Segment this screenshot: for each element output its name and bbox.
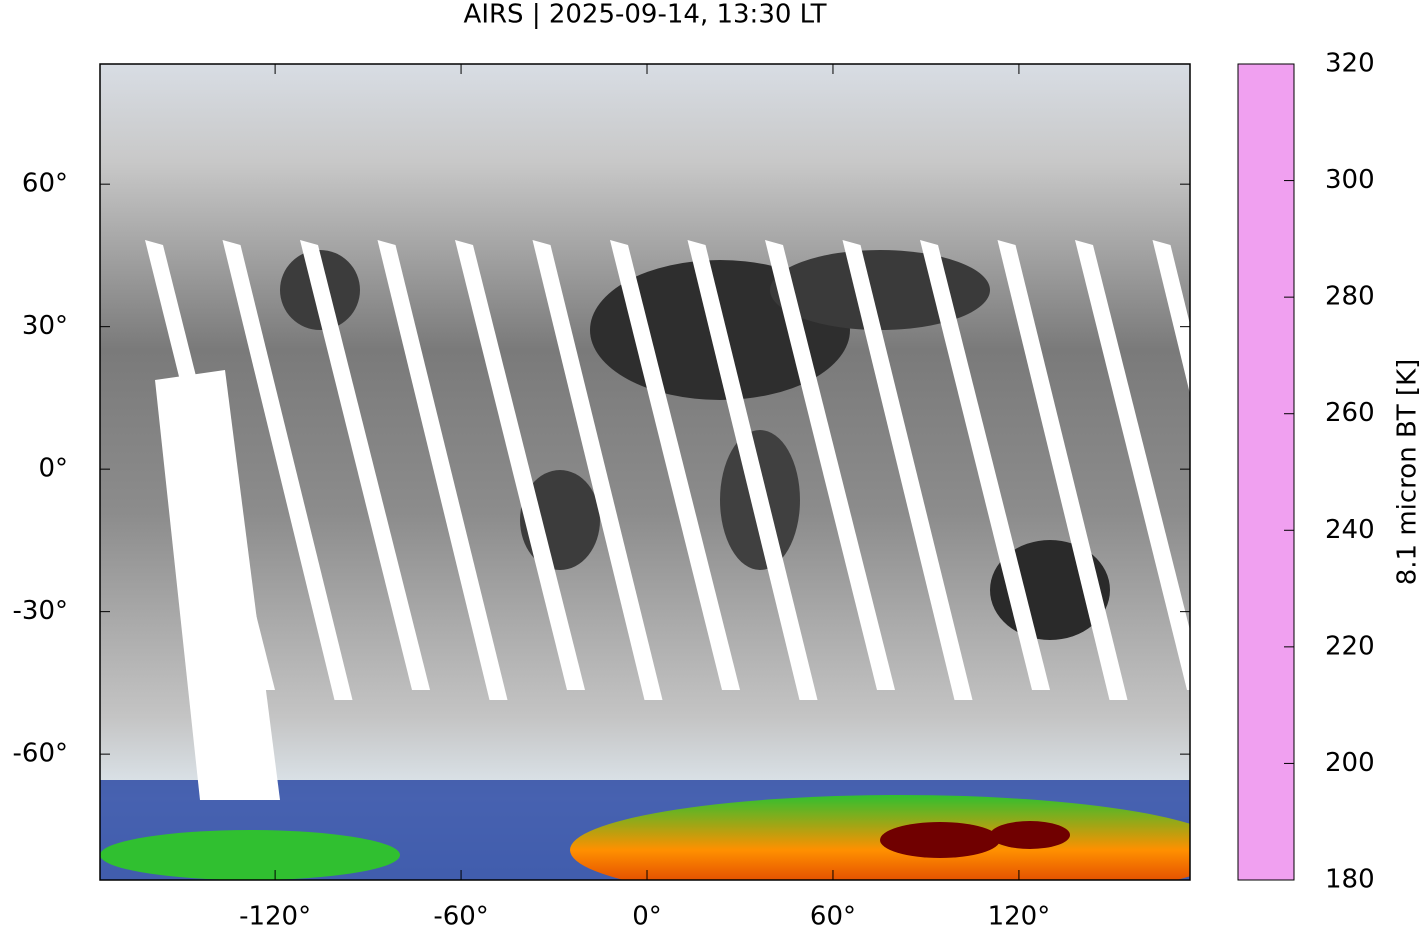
swaths — [145, 240, 1190, 800]
colorbar-tick-label: 220 — [1325, 631, 1375, 661]
swath-gap — [610, 240, 740, 690]
axes: -120° -60° 0° 60° 120° 60° 30° 0° -30° -60° — [13, 64, 1190, 930]
swath-gap — [455, 240, 585, 690]
colorbar-tick-label: 300 — [1325, 165, 1375, 195]
y-tick-label: -60° — [13, 739, 68, 769]
y-tick-label: 60° — [22, 169, 68, 199]
x-tick-label: -60° — [433, 902, 488, 930]
swath-gap — [920, 240, 1050, 690]
y-tick-label: 0° — [38, 454, 68, 484]
colorbar-tick-label: 280 — [1325, 282, 1375, 312]
colorbar-tick-label: 320 — [1325, 49, 1375, 79]
swath-gap — [997, 240, 1128, 700]
x-tick-label: 0° — [632, 902, 662, 930]
x-tick-label: 60° — [810, 902, 856, 930]
chart-title: AIRS | 2025-09-14, 13:30 LT — [464, 0, 827, 30]
x-tick-label: -120° — [239, 902, 311, 930]
swath-gap — [532, 240, 663, 700]
swath-gap — [377, 240, 508, 700]
antarctic-core — [880, 822, 1000, 858]
x-tick-label: 120° — [988, 902, 1051, 930]
map — [100, 64, 1190, 880]
colorbar-tick-label: 180 — [1325, 865, 1375, 895]
swath-gap — [842, 240, 973, 700]
antarctic-core — [990, 821, 1070, 849]
swath-gap — [765, 240, 895, 690]
swath-gap — [222, 240, 353, 700]
colorbar — [1237, 63, 1295, 881]
plot-frame — [99, 63, 1191, 881]
swath-gap — [300, 240, 430, 690]
colorbar-label: 8.1 micron BT [K] — [1393, 359, 1421, 586]
antarctic-west — [100, 830, 400, 880]
arabia — [770, 250, 990, 330]
colorbar-tick-label: 200 — [1325, 748, 1375, 778]
y-tick-label: -30° — [13, 596, 68, 626]
colorbar-tick-label: 260 — [1325, 398, 1375, 428]
colorbar-tick-label: 240 — [1325, 515, 1375, 545]
swath-gap — [155, 370, 280, 800]
y-tick-label: 30° — [22, 311, 68, 341]
antarctic-cold — [570, 795, 1190, 880]
swath-gap — [1152, 240, 1190, 395]
swath-gap — [1075, 240, 1190, 690]
swath-gap — [687, 240, 818, 700]
